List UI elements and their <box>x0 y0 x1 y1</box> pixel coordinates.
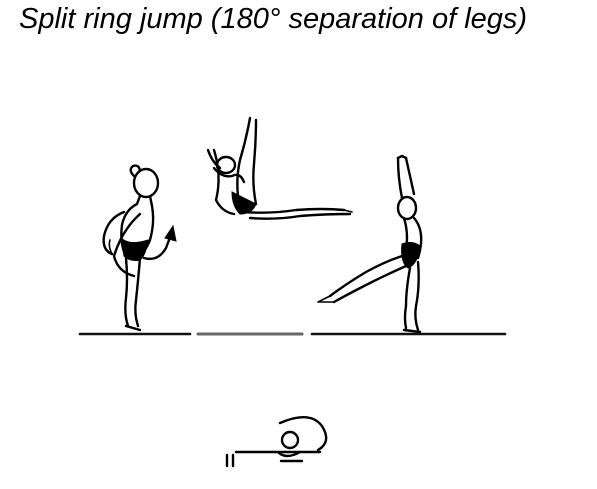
split-ring-jump-symbol-icon <box>225 416 328 468</box>
takeoff-figure-icon <box>102 164 177 332</box>
element-title: Split ring jump (180° separation of legs… <box>19 3 528 35</box>
landing-figure-icon <box>317 154 423 334</box>
split-ring-jump-figure-icon <box>206 116 353 220</box>
